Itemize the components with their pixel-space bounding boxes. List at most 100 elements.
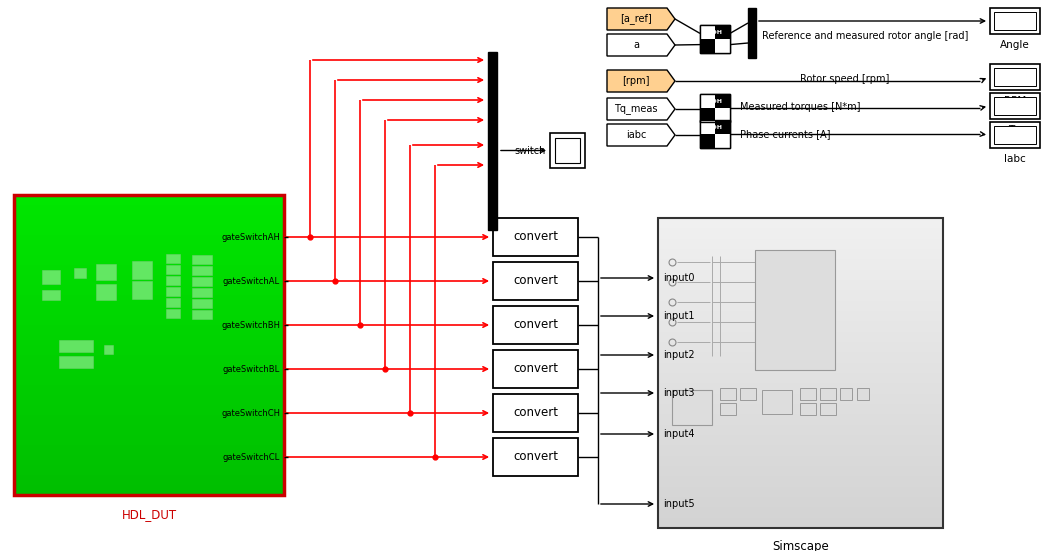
FancyBboxPatch shape [14,195,284,205]
FancyBboxPatch shape [658,249,943,260]
FancyBboxPatch shape [672,390,712,425]
FancyBboxPatch shape [14,295,284,305]
Text: convert: convert [514,230,558,244]
FancyBboxPatch shape [658,301,943,311]
FancyBboxPatch shape [14,475,284,485]
FancyBboxPatch shape [59,356,93,368]
FancyBboxPatch shape [14,205,284,215]
FancyBboxPatch shape [488,52,497,230]
FancyBboxPatch shape [132,261,152,279]
FancyBboxPatch shape [550,133,585,168]
FancyBboxPatch shape [14,365,284,375]
Text: ZOH: ZOH [707,125,722,130]
FancyBboxPatch shape [700,94,715,108]
Text: Simscape: Simscape [772,540,829,551]
FancyBboxPatch shape [990,93,1040,119]
FancyBboxPatch shape [820,403,836,415]
FancyBboxPatch shape [658,466,943,476]
FancyBboxPatch shape [748,8,756,58]
FancyBboxPatch shape [700,120,715,134]
FancyBboxPatch shape [14,305,284,315]
FancyBboxPatch shape [658,383,943,393]
FancyBboxPatch shape [14,245,284,255]
Text: Tq: Tq [1008,125,1022,135]
FancyBboxPatch shape [740,388,756,400]
FancyBboxPatch shape [658,363,943,373]
FancyBboxPatch shape [715,25,730,39]
Text: convert: convert [514,318,558,332]
FancyBboxPatch shape [14,255,284,265]
Text: convert: convert [514,363,558,375]
FancyBboxPatch shape [762,390,792,414]
FancyBboxPatch shape [166,309,180,318]
FancyBboxPatch shape [990,122,1040,148]
FancyBboxPatch shape [14,315,284,325]
Text: a: a [633,40,639,50]
FancyBboxPatch shape [658,425,943,435]
FancyBboxPatch shape [715,120,730,134]
FancyBboxPatch shape [658,456,943,466]
FancyBboxPatch shape [14,215,284,225]
FancyBboxPatch shape [493,394,578,432]
FancyBboxPatch shape [994,68,1036,86]
Text: [a_ref]: [a_ref] [620,14,652,24]
Polygon shape [607,124,675,146]
FancyBboxPatch shape [493,218,578,256]
Text: Tq_meas: Tq_meas [614,104,658,115]
FancyBboxPatch shape [990,64,1040,90]
FancyBboxPatch shape [14,335,284,345]
Text: gateSwitchAH: gateSwitchAH [221,233,280,241]
Text: gateSwitchBH: gateSwitchBH [221,321,280,329]
FancyBboxPatch shape [990,8,1040,34]
Text: input4: input4 [663,429,695,439]
FancyBboxPatch shape [700,25,715,39]
FancyBboxPatch shape [857,388,869,400]
FancyBboxPatch shape [700,39,715,53]
FancyBboxPatch shape [658,311,943,321]
FancyBboxPatch shape [14,265,284,275]
FancyBboxPatch shape [192,288,212,297]
Text: convert: convert [514,407,558,419]
FancyBboxPatch shape [96,284,116,300]
Text: convert: convert [514,274,558,288]
FancyBboxPatch shape [658,280,943,290]
FancyBboxPatch shape [820,388,836,400]
FancyBboxPatch shape [658,228,943,239]
FancyBboxPatch shape [132,281,152,299]
FancyBboxPatch shape [700,25,730,53]
Polygon shape [607,34,675,56]
FancyBboxPatch shape [720,403,736,415]
FancyBboxPatch shape [59,340,93,352]
FancyBboxPatch shape [800,388,816,400]
Text: Measured torques [N*m]: Measured torques [N*m] [740,102,860,112]
FancyBboxPatch shape [700,134,715,148]
FancyBboxPatch shape [192,299,212,308]
FancyBboxPatch shape [166,276,180,285]
FancyBboxPatch shape [658,518,943,528]
Polygon shape [607,98,675,120]
FancyBboxPatch shape [42,270,60,284]
FancyBboxPatch shape [720,388,736,400]
FancyBboxPatch shape [658,342,943,352]
FancyBboxPatch shape [658,260,943,269]
FancyBboxPatch shape [14,235,284,245]
FancyBboxPatch shape [14,225,284,235]
FancyBboxPatch shape [14,485,284,495]
FancyBboxPatch shape [658,476,943,487]
FancyBboxPatch shape [14,325,284,335]
FancyBboxPatch shape [166,254,180,263]
FancyBboxPatch shape [715,108,730,122]
FancyBboxPatch shape [700,108,715,122]
FancyBboxPatch shape [192,255,212,264]
FancyBboxPatch shape [14,345,284,355]
FancyBboxPatch shape [96,264,116,280]
Text: gateSwitchCL: gateSwitchCL [223,452,280,462]
FancyBboxPatch shape [555,138,580,163]
FancyBboxPatch shape [658,507,943,518]
Text: input5: input5 [663,499,695,509]
FancyBboxPatch shape [994,126,1036,144]
FancyBboxPatch shape [755,250,835,370]
FancyBboxPatch shape [658,393,943,404]
FancyBboxPatch shape [493,350,578,388]
Text: gateSwitchCH: gateSwitchCH [221,408,280,418]
